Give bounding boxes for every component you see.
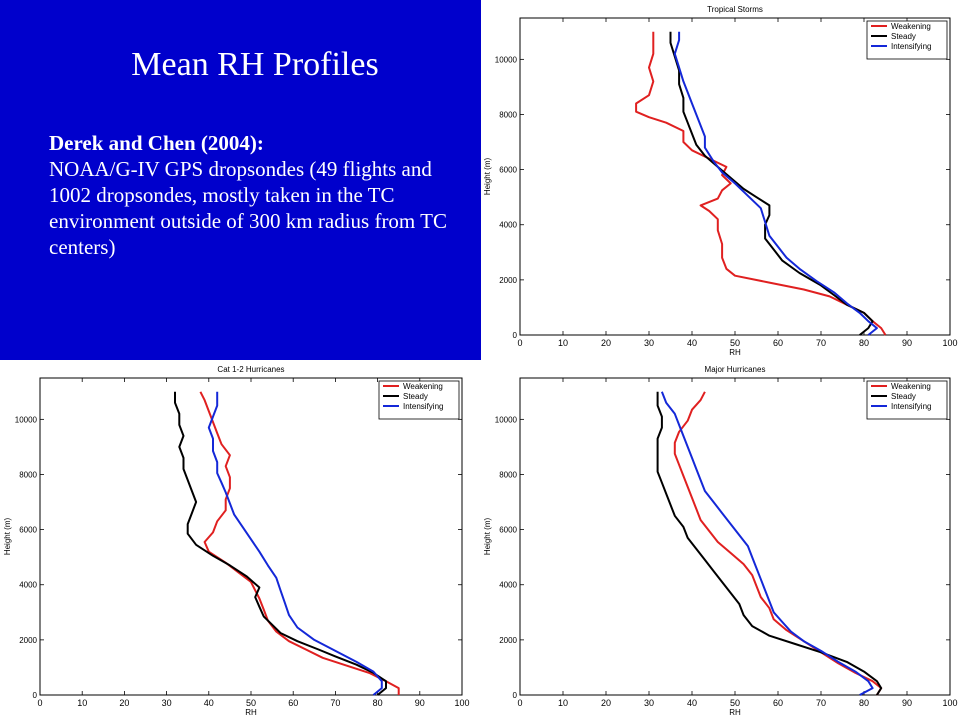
y-tick-label: 2000 xyxy=(19,636,37,645)
x-tick-label: 80 xyxy=(859,698,869,708)
x-tick-label: 90 xyxy=(902,698,912,708)
x-tick-label: 100 xyxy=(454,698,469,708)
chart-title: Major Hurricanes xyxy=(705,365,766,374)
y-axis-label: Height (m) xyxy=(483,157,492,195)
y-tick-label: 10000 xyxy=(495,415,518,424)
legend-label-weakening: Weakening xyxy=(403,382,443,391)
x-tick-label: 50 xyxy=(730,698,740,708)
y-tick-label: 0 xyxy=(33,691,38,700)
citation-heading: Derek and Chen (2004): xyxy=(49,131,264,155)
y-tick-label: 8000 xyxy=(19,470,37,479)
x-tick-label: 70 xyxy=(816,698,826,708)
legend-label-weakening: Weakening xyxy=(891,22,931,31)
y-tick-label: 4000 xyxy=(499,581,517,590)
x-tick-label: 70 xyxy=(816,338,826,348)
x-tick-label: 40 xyxy=(204,698,214,708)
x-tick-label: 10 xyxy=(77,698,87,708)
y-tick-label: 2000 xyxy=(499,276,517,285)
x-tick-label: 10 xyxy=(558,338,568,348)
legend-label-intensifying: Intensifying xyxy=(891,42,931,51)
x-tick-label: 70 xyxy=(330,698,340,708)
x-tick-label: 0 xyxy=(517,338,522,348)
series-line-steady xyxy=(669,31,874,336)
plot-frame xyxy=(39,377,463,696)
chart-major-hurricanes: Major Hurricanes 0 10 20 30 40 50 60 70 80 90 100 0 2… xyxy=(480,360,960,725)
chart-tropical-storms-svg: Tropical Storms 0 10 20 30 40 50 60 70 80 90 100 0 20… xyxy=(483,5,958,357)
legend-label-intensifying: Intensifying xyxy=(403,402,443,411)
chart-cat12-hurricanes: Cat 1-2 Hurricanes 0 10 20 30 40 50 60 70 80 90 100… xyxy=(0,360,480,725)
x-tick-label: 20 xyxy=(601,698,611,708)
x-tick-label: 20 xyxy=(119,698,129,708)
series-line-intensifying xyxy=(673,31,878,336)
x-tick-label: 20 xyxy=(601,338,611,348)
y-tick-label: 4000 xyxy=(499,221,517,230)
legend-label-steady: Steady xyxy=(891,32,916,41)
series-line-intensifying xyxy=(207,391,383,696)
y-tick-label: 10000 xyxy=(495,55,518,64)
chart-cat12-hurricanes-svg: Cat 1-2 Hurricanes 0 10 20 30 40 50 60 70 80 90 100… xyxy=(3,365,470,717)
legend-box xyxy=(866,20,948,60)
x-tick-label: 100 xyxy=(942,338,957,348)
slide-title: Mean RH Profiles xyxy=(131,46,379,83)
x-axis-label: RH xyxy=(729,708,741,717)
description-text: NOAA/G-IV GPS dropsondes (49 flights and… xyxy=(49,157,447,259)
y-tick-label: 0 xyxy=(513,331,518,340)
x-tick-label: 60 xyxy=(773,698,783,708)
y-axis-label: Height (m) xyxy=(483,517,492,555)
x-tick-label: 80 xyxy=(373,698,383,708)
x-tick-label: 30 xyxy=(644,698,654,708)
legend-label-steady: Steady xyxy=(891,392,916,401)
y-tick-label: 8000 xyxy=(499,470,517,479)
x-tick-label: 40 xyxy=(687,698,697,708)
x-tick-label: 0 xyxy=(517,698,522,708)
x-tick-label: 60 xyxy=(773,338,783,348)
legend-box xyxy=(866,380,948,420)
y-tick-label: 6000 xyxy=(19,526,37,535)
y-tick-label: 8000 xyxy=(499,110,517,119)
y-tick-label: 10000 xyxy=(15,415,38,424)
series-line-intensifying xyxy=(660,391,874,696)
legend-label-weakening: Weakening xyxy=(891,382,931,391)
x-tick-label: 0 xyxy=(37,698,42,708)
chart-major-hurricanes-svg: Major Hurricanes 0 10 20 30 40 50 60 70 80 90 100 0 2… xyxy=(483,365,958,717)
y-tick-label: 6000 xyxy=(499,166,517,175)
y-tick-label: 4000 xyxy=(19,581,37,590)
chart-title: Tropical Storms xyxy=(707,5,763,14)
x-tick-label: 100 xyxy=(942,698,957,708)
chart-tropical-storms: Tropical Storms 0 10 20 30 40 50 60 70 80 90 100 0 20… xyxy=(480,0,960,365)
x-tick-label: 50 xyxy=(246,698,256,708)
x-tick-label: 60 xyxy=(288,698,298,708)
plot-frame xyxy=(519,377,951,696)
x-tick-label: 10 xyxy=(558,698,568,708)
x-tick-label: 90 xyxy=(415,698,425,708)
x-tick-label: 90 xyxy=(902,338,912,348)
x-tick-label: 50 xyxy=(730,338,740,348)
series-line-steady xyxy=(174,391,387,696)
y-tick-label: 0 xyxy=(513,691,518,700)
plot-frame xyxy=(519,17,951,336)
y-tick-label: 6000 xyxy=(499,526,517,535)
series-line-weakening xyxy=(635,31,887,336)
x-axis-label: RH xyxy=(245,708,257,717)
x-tick-label: 30 xyxy=(162,698,172,708)
chart-title: Cat 1-2 Hurricanes xyxy=(217,365,284,374)
title-panel: Mean RH Profiles Derek and Chen (2004): … xyxy=(0,0,481,360)
y-axis-label: Height (m) xyxy=(3,517,12,555)
slide-text: Derek and Chen (2004): NOAA/G-IV GPS dro… xyxy=(49,130,469,260)
x-tick-label: 80 xyxy=(859,338,869,348)
legend-label-intensifying: Intensifying xyxy=(891,402,931,411)
y-tick-label: 2000 xyxy=(499,636,517,645)
x-tick-label: 40 xyxy=(687,338,697,348)
x-tick-label: 30 xyxy=(644,338,654,348)
x-axis-label: RH xyxy=(729,348,741,357)
legend-label-steady: Steady xyxy=(403,392,428,401)
legend-box xyxy=(378,380,460,420)
